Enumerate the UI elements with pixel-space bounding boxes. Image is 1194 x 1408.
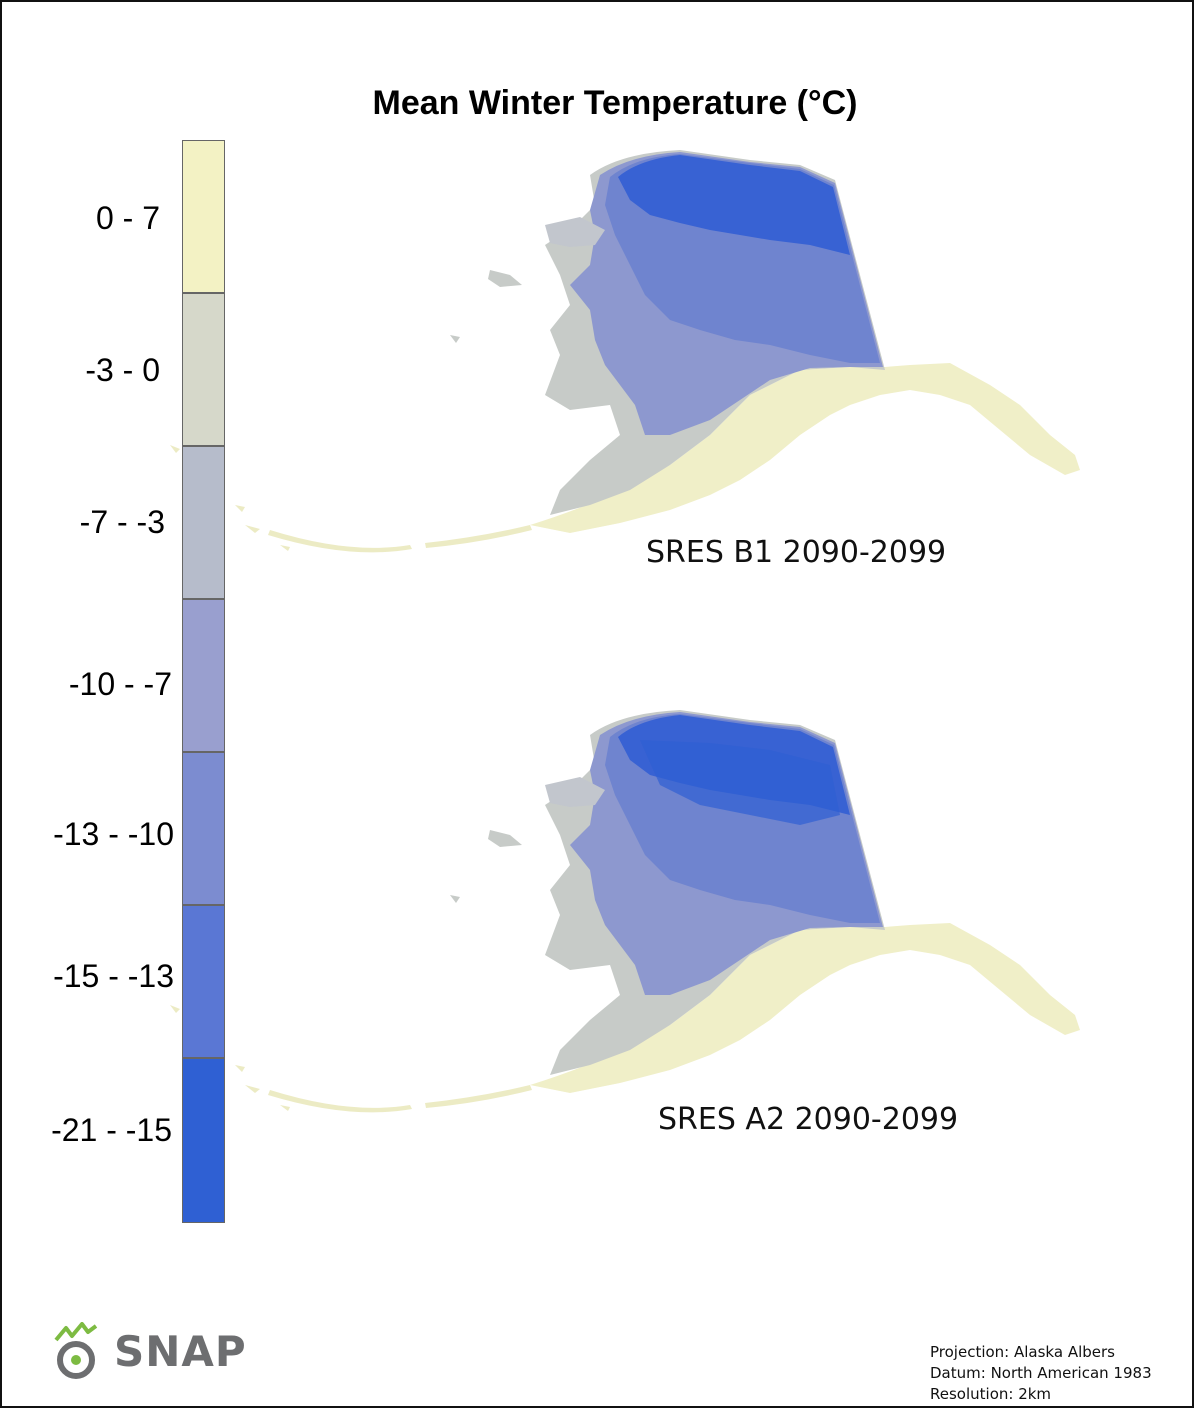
legend-swatch-5 [182, 905, 225, 1058]
legend-swatch-3 [182, 599, 225, 752]
map-title: Mean Winter Temperature (°C) [372, 84, 858, 122]
legend-swatch-2 [182, 446, 225, 599]
map-label-a2: SRES A2 2090-2099 [658, 1102, 959, 1137]
datum-text: Datum: North American 1983 [930, 1364, 1152, 1382]
map-metadata: Projection: Alaska Albers Datum: North A… [930, 1342, 1152, 1405]
legend-swatch-0 [182, 140, 225, 293]
legend-label-2: -7 - -3 [79, 504, 165, 540]
snap-logo-icon [54, 1322, 98, 1379]
map-label-b1: SRES B1 2090-2099 [646, 535, 947, 570]
legend-swatch-4 [182, 752, 225, 905]
map-a2 [150, 665, 1110, 1145]
legend-swatch-6 [182, 1058, 225, 1223]
legend-label-6: -21 - -15 [51, 1112, 172, 1148]
legend-label-3: -10 - -7 [68, 666, 172, 702]
map-b1 [150, 105, 1110, 585]
legend-label-5: -15 - -13 [53, 958, 174, 994]
snap-logo: SNAP [52, 1322, 247, 1380]
legend-label-0: 0 - 7 [95, 200, 160, 236]
alaska-map-a2 [170, 710, 1080, 1113]
legend-label-4: -13 - -10 [53, 816, 174, 852]
resolution-text: Resolution: 2km [930, 1385, 1052, 1403]
snap-logo-text: SNAP [114, 1326, 247, 1376]
alaska-map-b1 [170, 150, 1080, 553]
legend-label-1: -3 - 0 [85, 352, 160, 388]
projection-text: Projection: Alaska Albers [930, 1343, 1115, 1361]
legend-swatch-1 [182, 293, 225, 446]
